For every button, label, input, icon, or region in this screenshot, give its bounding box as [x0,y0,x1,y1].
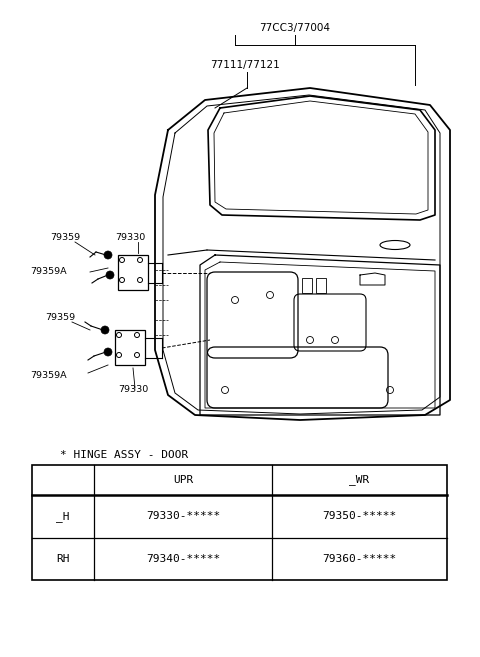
Text: 77111/77121: 77111/77121 [210,60,280,70]
Circle shape [104,251,112,259]
Bar [115,330,145,365]
Bar [302,278,312,293]
Bar [118,255,148,290]
Circle shape [101,326,109,334]
Text: _WR: _WR [349,474,370,486]
Text: _H: _H [56,510,70,522]
Text: 79359: 79359 [45,313,75,323]
Circle shape [106,271,114,279]
Text: 79359A: 79359A [30,371,67,380]
Text: 79330: 79330 [115,233,145,242]
Text: 79359: 79359 [50,233,80,242]
Text: RH: RH [56,554,70,564]
Bar [32,465,447,580]
Text: 79360-*****: 79360-***** [323,554,396,564]
Text: 79330: 79330 [118,386,148,394]
Text: 79340-*****: 79340-***** [146,554,220,564]
Text: 79330-*****: 79330-***** [146,511,220,521]
Bar [316,278,326,293]
Text: 77CC3/77004: 77CC3/77004 [260,23,331,33]
Text: * HINGE ASSY - DOOR: * HINGE ASSY - DOOR [60,450,188,460]
Text: 79350-*****: 79350-***** [323,511,396,521]
Text: 79359A: 79359A [30,267,67,277]
Text: UPR: UPR [173,475,193,485]
Circle shape [104,348,112,356]
